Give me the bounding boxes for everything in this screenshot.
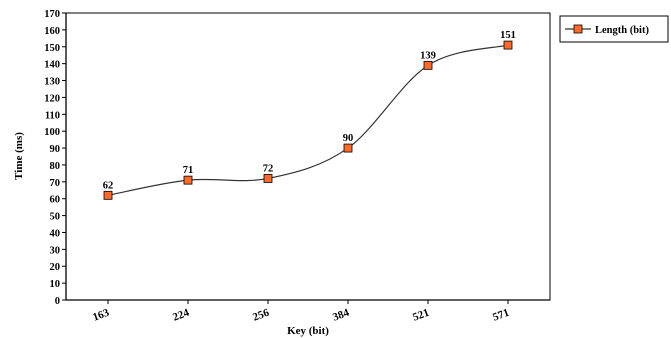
data-point [423,60,433,70]
y-tick-label: 100 [44,127,60,138]
y-tick-label: 150 [44,43,60,54]
y-tick-label: 170 [44,9,60,20]
x-tick-label: 224 [171,307,191,324]
data-point [263,174,273,183]
x-tick-group: 163 224 256 384 521 571 [91,300,511,324]
y-tick-label: 20 [50,262,61,273]
x-tick-label: 256 [251,307,271,324]
data-point [343,143,353,153]
y-tick-label: 50 [50,212,61,223]
data-point [103,190,113,200]
y-tick-label: 110 [45,110,60,121]
y-tick-label: 80 [50,161,61,172]
x-tick-label: 521 [411,307,431,324]
data-label: 151 [500,30,516,41]
data-point [183,175,193,185]
y-tick-label: 0 [55,296,60,307]
y-tick-label: 130 [44,77,60,88]
data-label: 90 [343,133,354,144]
data-label: 72 [263,163,274,174]
data-label-group: 62 71 72 90 139 151 [103,30,516,191]
y-tick-group: 0 10 20 30 40 50 60 70 80 90 100 110 120 130 140 150 160… [44,9,66,307]
y-tick-label: 140 [44,60,60,71]
series-line [107,44,509,196]
series-markers [103,40,513,200]
x-tick-label: 384 [331,307,351,324]
x-tick-label: 163 [91,307,111,324]
y-tick-label: 120 [44,93,60,104]
x-tick-label: 571 [491,307,511,324]
y-tick-label: 60 [50,195,61,206]
legend-label: Length (bit) [595,25,649,36]
y-tick-label: 40 [50,228,61,239]
y-tick-label: 160 [44,26,60,37]
legend: Length (bit) [559,15,669,43]
plot-area [65,12,551,301]
data-label: 71 [183,165,194,176]
data-label: 139 [420,50,436,61]
data-label: 62 [103,180,114,191]
y-tick-label: 10 [50,279,61,290]
y-axis-label: Time (ms) [13,132,25,180]
y-tick-label: 90 [50,144,61,155]
y-tick-label: 30 [50,245,61,256]
data-point [503,40,513,50]
y-tick-label: 70 [50,178,61,189]
legend-marker [573,24,583,34]
x-axis-label: Key (bit) [287,325,329,337]
